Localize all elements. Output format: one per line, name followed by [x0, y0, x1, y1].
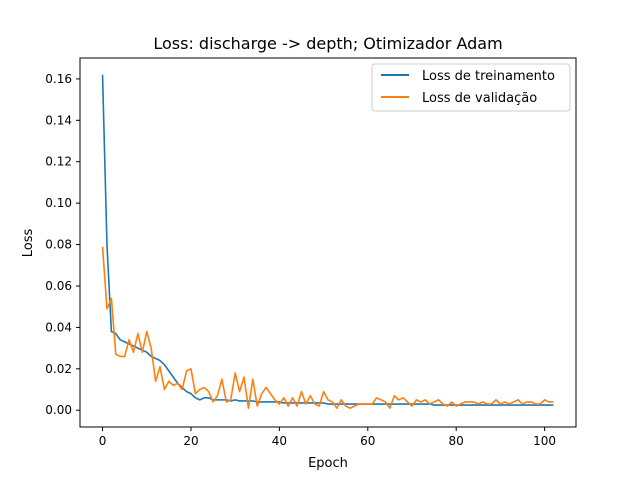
y-axis: 0.00 0.02 0.04 0.06 0.08 0.10 0.12 0.14 0.16 — [45, 72, 80, 417]
legend: Loss de treinamento Loss de validação — [371, 63, 571, 112]
x-tick-label: 80 — [449, 434, 464, 448]
x-tick-label: 0 — [99, 434, 107, 448]
plot-area — [101, 74, 554, 409]
y-axis-label: Loss — [21, 229, 36, 258]
series-line-validation — [101, 246, 554, 409]
y-tick-label: 0.02 — [45, 362, 72, 376]
legend-label-validation: Loss de validação — [422, 91, 537, 106]
y-tick-label: 0.08 — [45, 238, 72, 252]
y-tick-label: 0.16 — [45, 72, 72, 86]
y-tick-label: 0.04 — [45, 320, 72, 334]
x-tick-label: 60 — [360, 434, 375, 448]
legend-label-train: Loss de treinamento — [422, 69, 555, 84]
x-tick-label: 100 — [533, 434, 556, 448]
y-tick-label: 0.12 — [45, 155, 72, 169]
y-tick-label: 0.00 — [45, 403, 72, 417]
x-axis-label: Epoch — [308, 456, 348, 471]
plot-frame — [79, 57, 577, 428]
y-tick-label: 0.14 — [45, 113, 72, 127]
x-tick-label: 40 — [272, 434, 287, 448]
legend-box — [371, 63, 571, 112]
x-axis: 0 20 40 60 80 100 — [99, 427, 556, 448]
chart-title: Loss: discharge -> depth; Otimizador Ada… — [153, 34, 502, 53]
x-tick-label: 20 — [183, 434, 198, 448]
y-tick-label: 0.06 — [45, 279, 72, 293]
y-tick-label: 0.10 — [45, 196, 72, 210]
